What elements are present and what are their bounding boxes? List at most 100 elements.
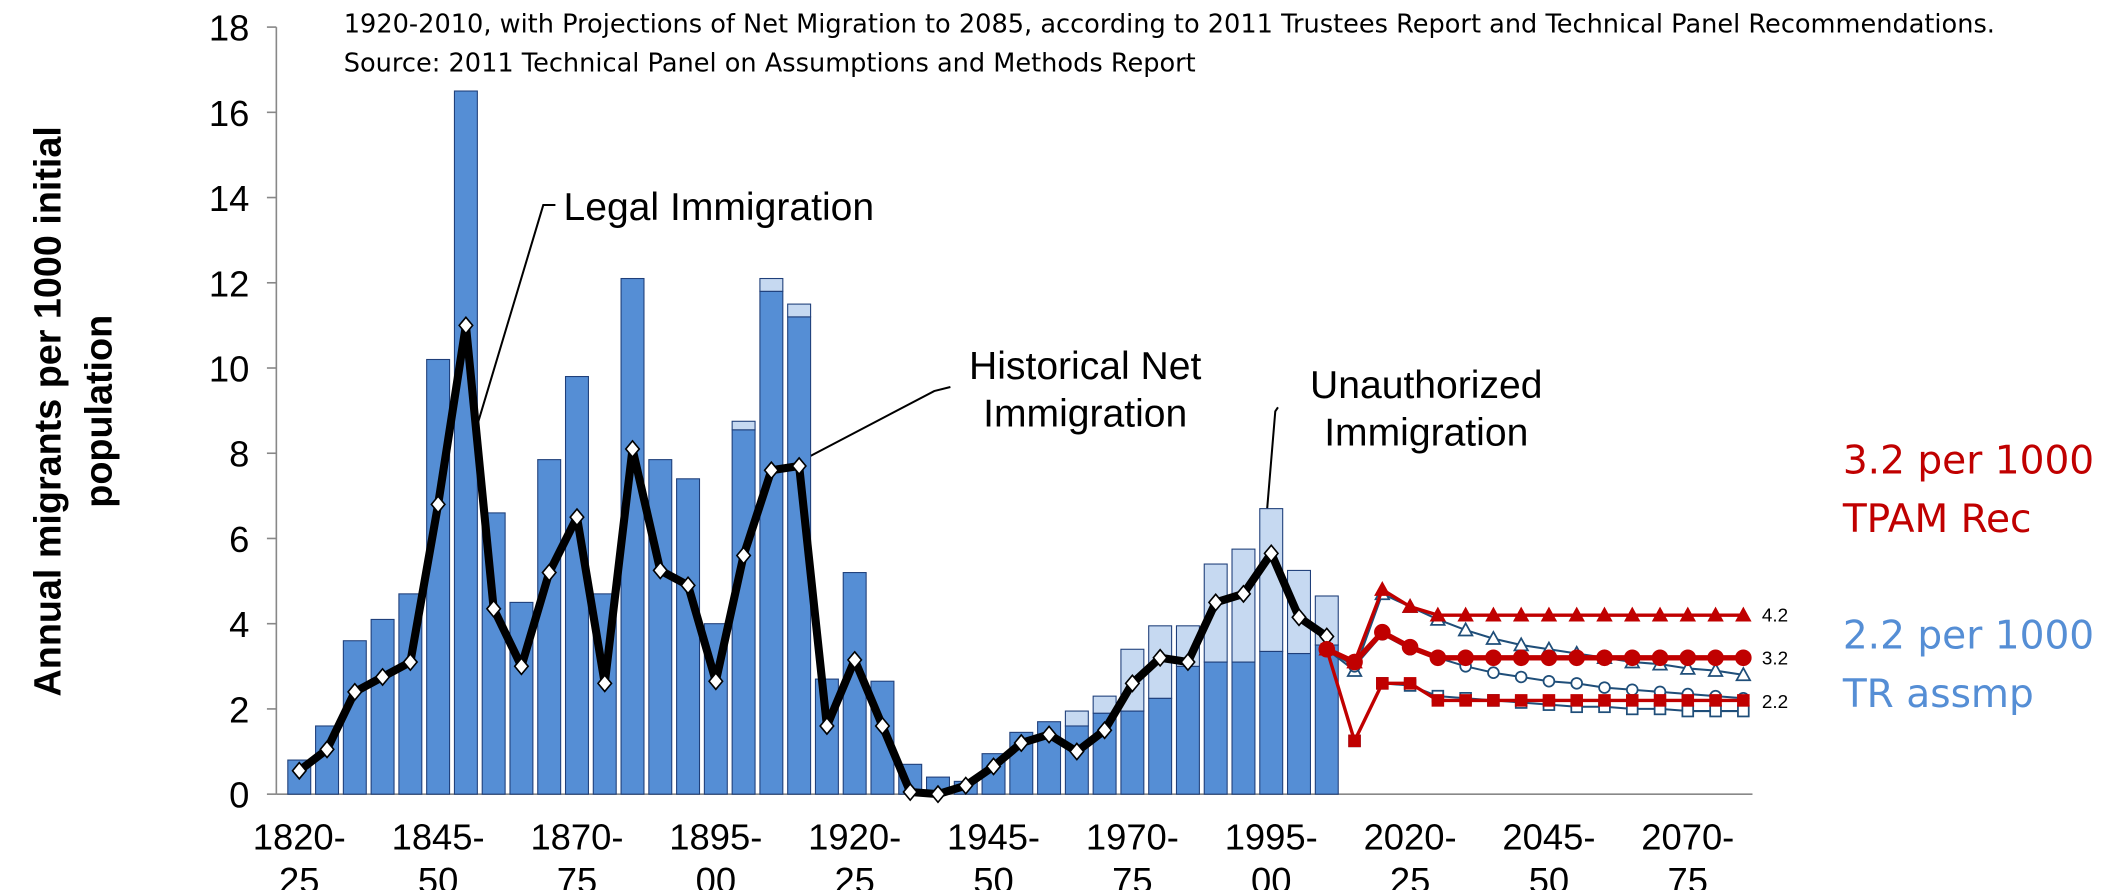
marker [1457, 606, 1474, 622]
series [1320, 642, 1750, 748]
marker [1737, 694, 1750, 707]
marker [1429, 606, 1447, 622]
marker [1069, 742, 1085, 761]
marker [1570, 677, 1583, 690]
annotation: Historical Net Immigration [969, 345, 1201, 436]
text-line: Historical Net [969, 345, 1201, 388]
chart-subtitle: Source: 2011 Technical Panel on Assumpti… [344, 49, 1196, 79]
marker [680, 575, 696, 595]
marker [569, 507, 585, 527]
text-line: 1870- [530, 816, 623, 857]
series [291, 316, 1335, 804]
text-line: 1895- [669, 816, 762, 857]
line [1325, 648, 1744, 742]
marker [1653, 694, 1667, 707]
marker [1180, 652, 1196, 672]
marker [1096, 720, 1113, 740]
marker [402, 652, 419, 672]
x-tick-label: 1995-00 [1225, 816, 1318, 890]
text-line: 00 [696, 860, 736, 890]
leader-line [794, 386, 951, 465]
marker [1707, 606, 1724, 622]
marker [1263, 544, 1280, 563]
marker [1679, 606, 1697, 622]
series [1318, 623, 1752, 671]
marker [902, 782, 919, 802]
marker [1735, 666, 1752, 682]
text-line: 1820- [253, 816, 346, 857]
y-tick-label: 10 [209, 348, 249, 389]
text-line: 25 [279, 860, 319, 890]
bar [1203, 661, 1228, 795]
marker [1346, 653, 1363, 671]
bar [370, 618, 395, 795]
text-line: 50 [973, 860, 1013, 890]
marker [791, 456, 807, 476]
marker [1457, 621, 1474, 637]
marker [1651, 606, 1669, 622]
bar [1287, 652, 1312, 795]
marker [1291, 607, 1307, 627]
marker [1542, 674, 1556, 688]
marker [1707, 662, 1724, 677]
marker [1735, 649, 1752, 667]
line [1326, 587, 1744, 664]
marker [1485, 606, 1502, 622]
marker [1542, 694, 1556, 707]
marker [1514, 670, 1528, 684]
bar [1231, 661, 1256, 795]
marker [1459, 694, 1472, 707]
bar [426, 358, 451, 795]
marker [1401, 638, 1419, 656]
marker [1651, 649, 1669, 667]
y-tick-label: 8 [229, 434, 249, 475]
text-line: TPAM Rec [1842, 497, 2032, 542]
y-tick-label: 6 [229, 519, 249, 560]
marker [1598, 694, 1611, 707]
marker [1624, 606, 1641, 622]
marker [1623, 649, 1641, 667]
text-line: 1945- [947, 816, 1040, 857]
y-tick-label: 14 [209, 178, 249, 219]
marker [1679, 659, 1697, 675]
marker [347, 682, 363, 702]
marker [1374, 581, 1391, 596]
bar [648, 459, 673, 795]
text-line: Annual migrants per 1000 initial [27, 126, 69, 696]
marker [1431, 694, 1445, 707]
marker [1568, 649, 1586, 667]
marker [1320, 642, 1334, 656]
bar [731, 429, 756, 795]
x-tick-label: 1870-75 [530, 816, 623, 890]
line [1325, 648, 1744, 743]
x-tick-label: 1920-25 [808, 816, 901, 890]
x-tick-label: 1970-75 [1086, 816, 1179, 890]
text-line: 25 [1390, 860, 1430, 890]
text-line: 00 [1251, 860, 1291, 890]
bar [1259, 650, 1284, 795]
marker [1376, 677, 1389, 690]
marker [1598, 681, 1611, 694]
text-line: population [78, 315, 120, 508]
marker [1403, 677, 1417, 690]
marker [1709, 704, 1722, 718]
x-tick-label: 1945-50 [947, 816, 1040, 890]
marker [596, 674, 613, 693]
bar [676, 478, 701, 795]
marker [541, 563, 557, 582]
text-line: 50 [1529, 860, 1569, 890]
x-tick-label: 1895-00 [669, 816, 762, 890]
line [1325, 629, 1744, 665]
note: 3.2 per 1000 TPAM Rec [1842, 438, 2094, 542]
end-label: 4.2 [1762, 605, 1788, 626]
marker [1625, 683, 1639, 697]
marker [708, 671, 724, 691]
bar [759, 290, 784, 795]
chart-title: 1920-2010, with Projections of Net Migra… [344, 9, 1995, 39]
marker [1596, 606, 1613, 622]
bar [731, 420, 756, 431]
marker [1348, 734, 1361, 748]
annotation-leaders [473, 204, 1279, 509]
marker [1485, 649, 1502, 667]
